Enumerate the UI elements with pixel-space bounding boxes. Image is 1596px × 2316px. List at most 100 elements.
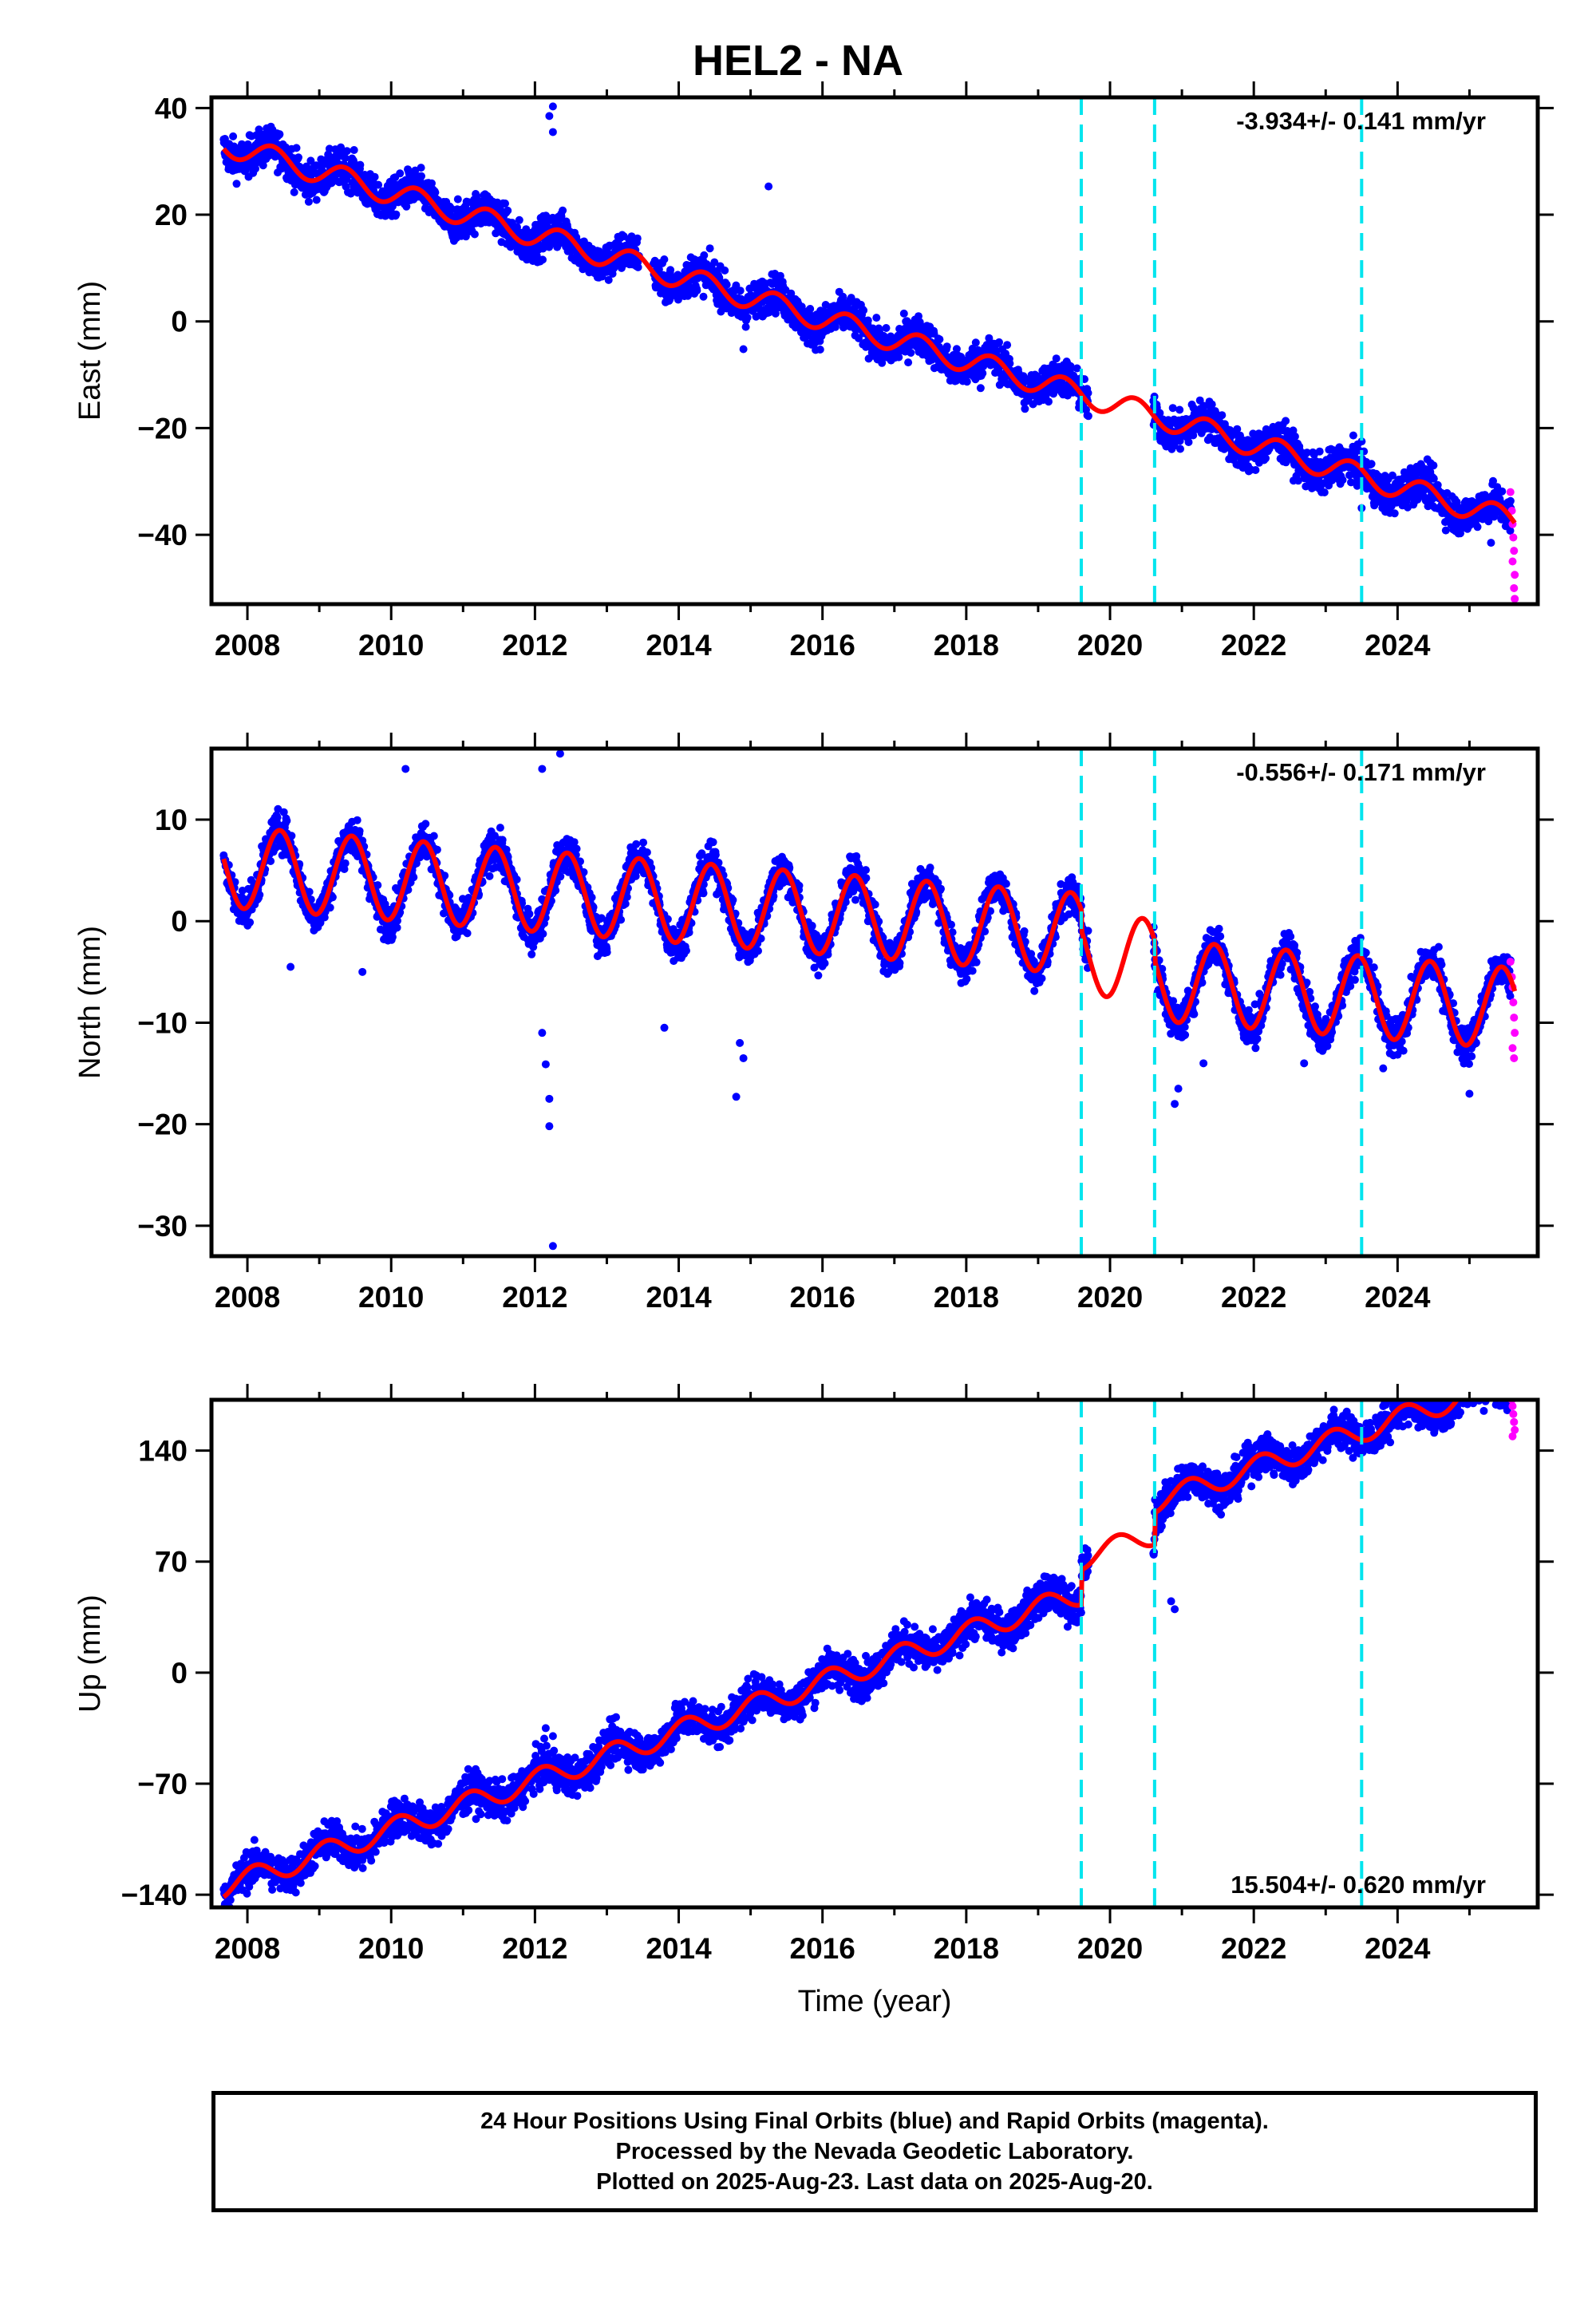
data-point — [370, 172, 379, 181]
data-point — [863, 316, 872, 325]
data-point — [341, 154, 350, 162]
data-point — [417, 164, 425, 172]
data-point — [1005, 359, 1014, 368]
data-point — [440, 871, 449, 880]
rapid-orbit-point — [1506, 488, 1515, 496]
x-tick-label: 2022 — [1221, 629, 1286, 662]
data-point — [417, 172, 425, 180]
data-point — [1084, 412, 1092, 421]
data-point — [1207, 400, 1216, 409]
data-point — [1506, 527, 1515, 535]
data-point — [699, 292, 708, 301]
data-point — [1045, 397, 1053, 406]
outlier-point — [976, 384, 985, 393]
data-point — [1066, 362, 1075, 370]
data-point — [350, 146, 358, 154]
data-point — [255, 891, 264, 899]
data-point — [962, 377, 971, 386]
data-point — [433, 845, 441, 854]
data-point — [470, 230, 479, 239]
data-point — [684, 291, 692, 300]
data-point — [666, 295, 674, 304]
data-point — [787, 289, 796, 298]
outlier-point — [764, 182, 773, 191]
data-point — [660, 255, 669, 263]
data-point — [1489, 476, 1497, 485]
data-point — [557, 212, 566, 221]
y-tick-label: 0 — [171, 306, 188, 338]
x-tick-label: 2024 — [1365, 629, 1431, 662]
data-point — [1315, 447, 1324, 456]
data-point — [267, 857, 275, 865]
x-tick-label: 2014 — [646, 629, 712, 662]
data-point — [1052, 354, 1061, 363]
y-tick-label: 20 — [155, 199, 188, 231]
data-point — [1073, 364, 1081, 373]
data-point — [304, 197, 313, 206]
data-point — [246, 918, 255, 927]
data-point — [985, 334, 994, 342]
data-point — [431, 188, 440, 197]
data-point — [666, 266, 675, 275]
x-tick-label: 2018 — [934, 629, 999, 662]
data-point — [496, 824, 504, 832]
rapid-orbit-point — [1509, 533, 1518, 542]
data-point — [1302, 449, 1311, 457]
data-point — [539, 255, 547, 264]
data-point — [525, 910, 534, 919]
outlier-point — [548, 102, 557, 111]
data-point — [527, 950, 536, 958]
data-point — [722, 280, 731, 289]
plot-area-north — [219, 749, 1519, 1256]
data-point — [1176, 445, 1184, 453]
data-point — [232, 180, 241, 188]
data-point — [1233, 425, 1242, 433]
panel-frame — [209, 95, 1540, 607]
data-point — [328, 893, 337, 902]
chart-title: HEL2 - NA — [692, 37, 903, 85]
data-point — [855, 334, 863, 342]
data-point — [1357, 437, 1366, 446]
x-tick-label: 2020 — [1077, 629, 1143, 662]
data-point — [743, 313, 752, 322]
data-point — [341, 859, 350, 868]
x-tick-label: 2010 — [358, 629, 424, 662]
data-point — [342, 147, 351, 156]
y-axis-label: East (mm) — [73, 281, 107, 421]
data-point — [634, 263, 642, 271]
data-point — [895, 353, 903, 362]
data-point — [282, 816, 291, 825]
x-tick-label: 2012 — [502, 629, 567, 662]
data-point — [907, 349, 915, 357]
data-point — [1498, 487, 1507, 496]
data-point — [393, 923, 401, 932]
data-point — [604, 275, 613, 284]
data-point — [463, 929, 472, 938]
data-point — [1175, 405, 1184, 414]
data-point — [273, 813, 282, 822]
panel-east: 2008 2010 2012 2014 2016 2018 2020 2022 20244020… — [73, 81, 1554, 662]
data-point — [693, 287, 701, 294]
data-point — [404, 886, 413, 894]
data-point — [290, 188, 298, 196]
data-point — [396, 169, 405, 178]
data-point — [559, 206, 567, 215]
data-point — [512, 875, 521, 883]
data-point — [1429, 461, 1438, 470]
data-point — [532, 251, 541, 260]
data-point — [287, 832, 296, 840]
data-point — [1349, 431, 1357, 440]
data-point — [859, 306, 868, 314]
data-point — [1021, 405, 1029, 413]
data-point — [1282, 417, 1290, 425]
data-point — [515, 215, 523, 224]
y-tick-label: 40 — [155, 92, 188, 124]
data-point — [1084, 389, 1092, 397]
panel-north: 2008 2010 2012 2014 2016 2018 2020 2022 2024100−… — [73, 733, 1554, 1314]
data-point — [374, 180, 383, 189]
data-point — [1184, 438, 1193, 446]
data-point — [736, 287, 745, 295]
rate-label: -3.934+/- 0.141 mm/yr — [1236, 107, 1486, 135]
data-point — [539, 244, 547, 253]
